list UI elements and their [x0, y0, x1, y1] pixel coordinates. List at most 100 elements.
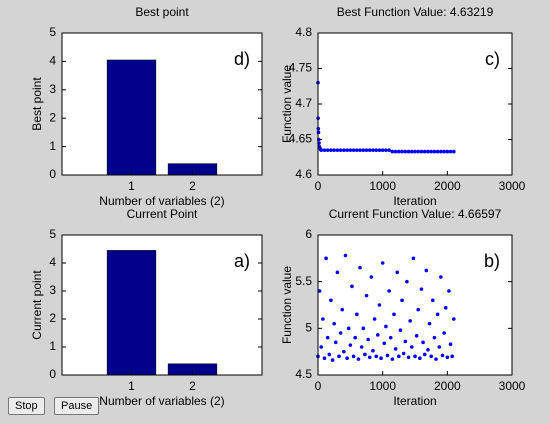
- panel-annotation: d): [234, 49, 250, 69]
- data-point: [432, 149, 437, 154]
- chart-title: Best point: [135, 5, 189, 19]
- data-point: [439, 149, 443, 154]
- data-point: [340, 307, 345, 312]
- data-point: [335, 270, 340, 275]
- y-tick-label: 5: [305, 321, 312, 335]
- y-tick-label: 2: [49, 311, 56, 325]
- data-point: [406, 149, 411, 154]
- data-point: [413, 354, 417, 359]
- data-point: [327, 352, 332, 357]
- data-point: [371, 148, 375, 152]
- y-axis-label: Current point: [30, 270, 44, 340]
- y-tick-label: 4.6: [295, 167, 312, 181]
- data-point: [342, 148, 346, 152]
- x-tick-label: 2: [189, 379, 196, 393]
- x-tick-label: 3000: [499, 179, 526, 193]
- data-point: [418, 356, 422, 361]
- chart-title: Current Function Value: 4.66597: [329, 207, 502, 221]
- data-point: [355, 312, 359, 317]
- x-axis-label: Number of variables (2): [99, 194, 224, 208]
- data-point: [398, 328, 403, 333]
- data-point: [448, 149, 453, 154]
- data-point: [393, 347, 398, 351]
- panel-annotation: b): [484, 251, 500, 271]
- data-point: [426, 149, 430, 154]
- data-point: [437, 345, 442, 349]
- data-point: [380, 261, 385, 265]
- data-point: [413, 149, 417, 154]
- data-point: [442, 149, 446, 154]
- y-axis-label: Best point: [30, 77, 44, 131]
- data-point: [405, 279, 409, 284]
- data-point: [364, 293, 369, 298]
- data-point: [351, 148, 356, 152]
- data-point: [348, 343, 353, 347]
- data-point: [361, 148, 366, 152]
- data-point: [358, 265, 362, 270]
- data-point: [387, 148, 391, 152]
- y-tick-label: 0: [49, 167, 56, 181]
- data-point: [445, 355, 450, 360]
- data-point: [338, 148, 343, 152]
- data-point: [376, 333, 380, 337]
- data-point: [416, 149, 421, 154]
- data-point: [403, 149, 408, 154]
- data-point: [317, 289, 322, 293]
- y-tick-label: 2: [49, 110, 56, 124]
- x-tick-label: 2000: [434, 379, 461, 393]
- pause-button[interactable]: Pause: [54, 397, 100, 415]
- data-point: [403, 339, 408, 344]
- data-point: [379, 356, 383, 361]
- data-point: [363, 352, 367, 357]
- data-point: [358, 148, 362, 152]
- stop-button[interactable]: Stop: [8, 397, 45, 415]
- axes-frame: [61, 32, 263, 176]
- data-point: [348, 148, 353, 152]
- data-point: [325, 148, 330, 152]
- axes-frame: [317, 32, 513, 176]
- data-point: [319, 148, 324, 152]
- data-point: [442, 331, 446, 335]
- data-point: [345, 356, 349, 361]
- x-tick-label: 3000: [499, 379, 526, 393]
- y-axis-label: Function value: [280, 266, 294, 344]
- y-tick-label: 4.5: [295, 367, 312, 381]
- data-point: [324, 256, 328, 261]
- axes-box: [62, 33, 262, 175]
- data-point: [401, 351, 406, 356]
- x-tick-label: 2000: [434, 179, 461, 193]
- data-point: [443, 306, 448, 310]
- bar: [106, 59, 157, 176]
- data-point: [355, 148, 359, 152]
- data-point: [448, 342, 453, 347]
- chart-title: Best Function Value: 4.63219: [337, 5, 494, 19]
- data-point: [422, 149, 427, 154]
- data-point: [329, 298, 333, 303]
- chart-title: Current Point: [127, 207, 198, 221]
- data-point: [387, 289, 391, 293]
- data-point: [397, 149, 401, 154]
- data-point: [409, 149, 414, 154]
- data-point: [319, 345, 324, 349]
- data-point: [372, 317, 377, 321]
- y-tick-label: 0: [49, 367, 56, 381]
- data-point: [369, 275, 374, 279]
- data-point: [332, 321, 336, 326]
- y-tick-label: 4.75: [289, 61, 313, 75]
- data-point: [445, 149, 450, 154]
- data-point: [422, 352, 427, 357]
- data-point: [384, 324, 388, 329]
- y-tick-label: 6: [305, 227, 312, 241]
- data-point: [430, 298, 435, 303]
- data-point: [395, 270, 400, 275]
- data-point: [353, 335, 357, 340]
- data-point: [377, 303, 382, 307]
- data-point: [393, 149, 398, 154]
- data-point: [447, 289, 451, 293]
- data-point: [390, 357, 395, 361]
- data-point: [414, 334, 419, 338]
- data-point: [419, 149, 424, 154]
- data-point: [332, 148, 336, 152]
